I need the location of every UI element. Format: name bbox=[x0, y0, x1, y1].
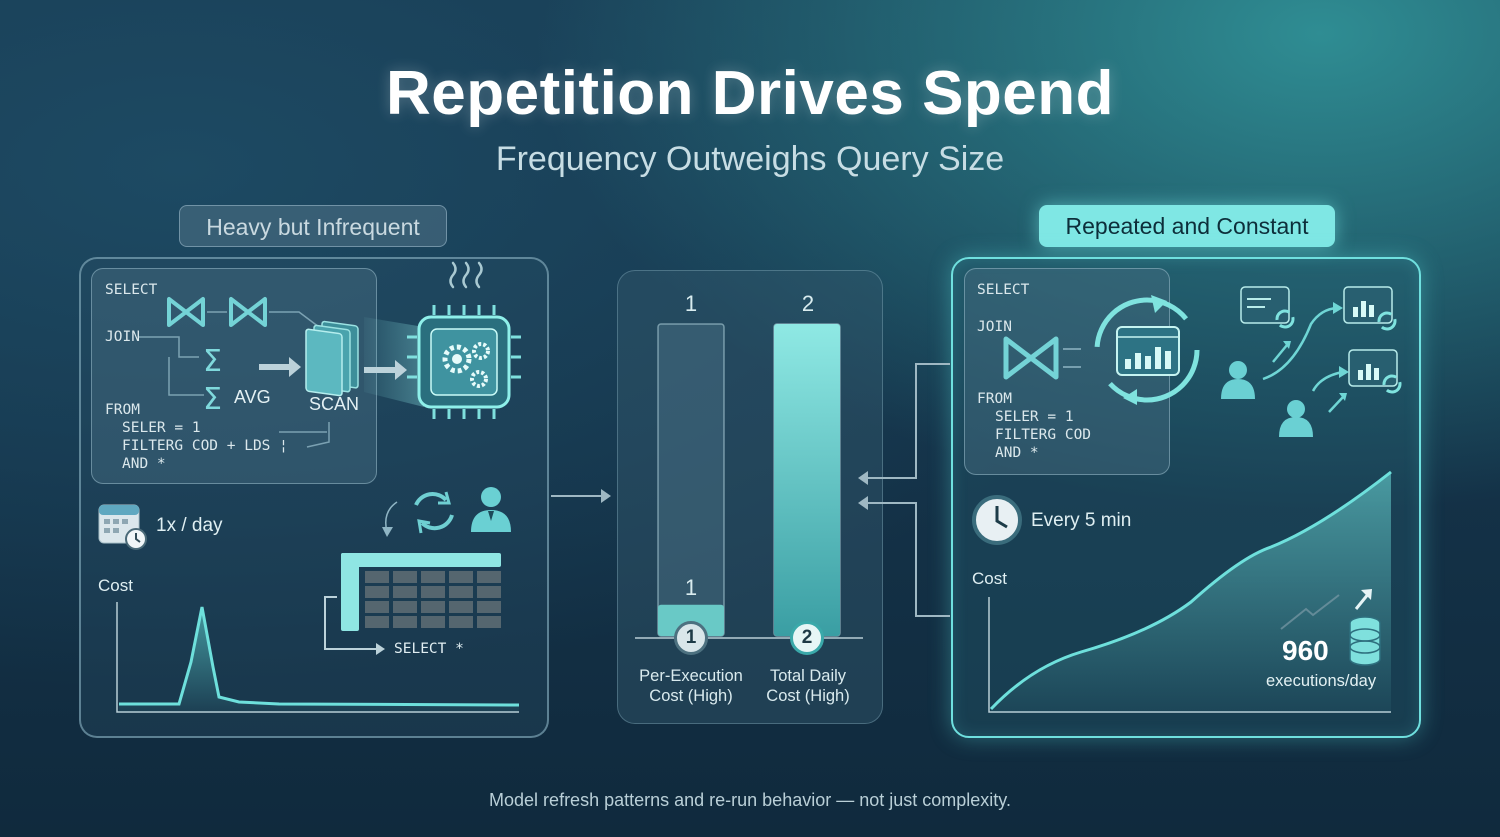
mini-dashboard-icon bbox=[1240, 286, 1295, 329]
table-cell bbox=[477, 601, 501, 613]
sum-icon: Σ bbox=[203, 344, 222, 379]
data-table-cells bbox=[365, 571, 501, 628]
database-icon bbox=[1349, 616, 1381, 666]
table-cell bbox=[449, 571, 473, 583]
table-cell bbox=[449, 616, 473, 628]
refresh-dashboard-icon bbox=[1094, 295, 1200, 405]
table-cell bbox=[421, 601, 445, 613]
bar-2-caption-line1: Total Daily bbox=[769, 667, 847, 685]
left-cost-chart bbox=[116, 602, 520, 713]
table-cell bbox=[477, 571, 501, 583]
right-frequency-label: Every 5 min bbox=[1031, 510, 1132, 531]
avg-label: AVG bbox=[234, 387, 271, 407]
table-cell bbox=[365, 616, 389, 628]
heavy-infrequent-badge: Heavy but Infrequent bbox=[179, 205, 447, 247]
executions-label: executions/day bbox=[1266, 672, 1377, 690]
left-code-line1: SELER = 1 bbox=[122, 420, 201, 436]
cost-bar-chart bbox=[635, 323, 863, 639]
bar-2-caption: Total Daily Cost (High) bbox=[748, 666, 868, 706]
left-code-select: SELECT bbox=[105, 282, 158, 298]
clock-icon bbox=[972, 495, 1022, 545]
left-frequency-label: 1x / day bbox=[156, 515, 223, 536]
table-cell bbox=[365, 601, 389, 613]
table-cell bbox=[449, 586, 473, 598]
right-code-from: FROM bbox=[977, 391, 1012, 407]
right-cost-chart bbox=[988, 470, 1392, 713]
scan-label: SCAN bbox=[309, 394, 360, 414]
bar-2 bbox=[774, 324, 840, 636]
table-cell bbox=[393, 601, 417, 613]
right-query-graphics bbox=[972, 286, 1402, 713]
sum-icon: Σ bbox=[203, 382, 222, 417]
table-cell bbox=[477, 616, 501, 628]
left-cost-label: Cost bbox=[98, 576, 133, 595]
table-cell bbox=[449, 601, 473, 613]
right-code-line1: SELER = 1 bbox=[995, 409, 1074, 425]
processor-chip-icon bbox=[407, 261, 521, 419]
join-icon bbox=[167, 297, 267, 327]
page-subtitle: Frequency Outweighs Query Size bbox=[495, 140, 1005, 178]
scan-stack-icon bbox=[305, 320, 359, 397]
bar-2-top-label: 2 bbox=[801, 291, 815, 316]
table-cell bbox=[421, 586, 445, 598]
mini-dashboard-icon bbox=[1348, 349, 1402, 394]
left-query-graphics: Σ Σ bbox=[98, 261, 521, 713]
data-table-icon bbox=[341, 553, 501, 631]
right-code-line2: FILTERG COD bbox=[995, 427, 1092, 443]
table-select-caption: SELECT * bbox=[394, 641, 464, 657]
table-cell bbox=[393, 616, 417, 628]
table-cell bbox=[421, 571, 445, 583]
footnote: Model refresh patterns and re-run behavi… bbox=[489, 790, 1011, 810]
table-cell bbox=[393, 571, 417, 583]
left-code-from: FROM bbox=[105, 402, 140, 418]
bar-1 bbox=[658, 604, 724, 636]
bar-1-caption-line1: Per-Execution bbox=[639, 667, 743, 685]
right-code-line3: AND * bbox=[995, 445, 1039, 461]
bar-2-number-badge: 2 bbox=[790, 621, 824, 655]
left-code-join: JOIN bbox=[105, 329, 140, 345]
table-cell bbox=[365, 571, 389, 583]
right-code-select: SELECT bbox=[977, 282, 1030, 298]
left-code-line3: AND * bbox=[122, 456, 166, 472]
bar-1-caption: Per-Execution Cost (High) bbox=[631, 666, 751, 706]
user-icon bbox=[1221, 361, 1255, 399]
right-code-join: JOIN bbox=[977, 319, 1012, 335]
left-to-middle-arrow bbox=[551, 489, 611, 503]
user-icon bbox=[1279, 400, 1313, 437]
table-cell bbox=[393, 586, 417, 598]
table-cell bbox=[421, 616, 445, 628]
mini-dashboard-icon bbox=[1343, 286, 1397, 331]
bar-1-caption-line2: Cost (High) bbox=[649, 687, 733, 705]
table-cell bbox=[477, 586, 501, 598]
repeated-constant-badge: Repeated and Constant bbox=[1039, 205, 1335, 247]
bar-1-inner-label: 1 bbox=[684, 575, 698, 600]
bar-1-number-badge: 1 bbox=[674, 621, 708, 655]
right-to-middle-arrows bbox=[858, 363, 950, 617]
bar-1-top-label: 1 bbox=[684, 291, 698, 316]
bar-2-caption-line2: Cost (High) bbox=[766, 687, 850, 705]
right-cost-label: Cost bbox=[972, 569, 1007, 588]
executions-value: 960 bbox=[1282, 635, 1329, 666]
page-title: Repetition Drives Spend bbox=[385, 59, 1115, 128]
calendar-icon bbox=[98, 504, 147, 550]
user-icon bbox=[471, 487, 511, 532]
join-icon bbox=[1003, 336, 1059, 380]
left-code-line2: FILTERG COD + LDS ¦ bbox=[122, 438, 288, 454]
table-cell bbox=[365, 586, 389, 598]
refresh-icon bbox=[414, 491, 454, 534]
